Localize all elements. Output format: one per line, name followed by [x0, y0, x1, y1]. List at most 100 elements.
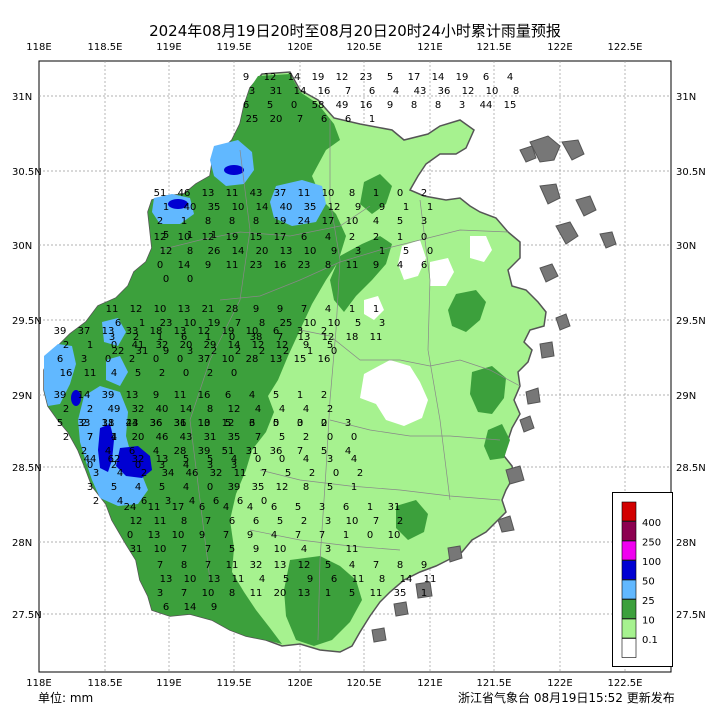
- station-value: 18: [102, 418, 115, 429]
- station-value: 11: [84, 368, 97, 379]
- station-value: 19: [222, 326, 235, 337]
- station-value: 20: [274, 588, 287, 599]
- lat-tick-label: 28N: [12, 538, 32, 549]
- station-value: 4: [255, 404, 261, 415]
- lon-tick-label: 120E: [287, 678, 312, 689]
- station-value: 1: [211, 230, 217, 241]
- station-value: 1: [421, 588, 427, 599]
- station-value: 51: [222, 446, 235, 457]
- station-value: 4: [231, 454, 237, 465]
- station-value: 26: [208, 246, 221, 257]
- station-value: 39: [54, 390, 67, 401]
- station-value: 5: [279, 432, 285, 443]
- station-value: 14: [78, 390, 91, 401]
- station-value: 0: [327, 432, 333, 443]
- station-value: 0: [427, 246, 433, 257]
- legend-label: 0.1: [642, 635, 658, 646]
- station-value: 8: [325, 260, 331, 271]
- station-value: 17: [322, 216, 335, 227]
- station-value: 7: [301, 304, 307, 315]
- station-value: 9: [307, 574, 313, 585]
- station-value: 7: [157, 560, 163, 571]
- station-value: 6: [421, 260, 427, 271]
- station-value: 10: [328, 318, 341, 329]
- station-value: 2: [235, 346, 241, 357]
- station-value: 1: [163, 202, 169, 213]
- station-value: 10: [222, 354, 235, 365]
- station-value: 37: [198, 354, 211, 365]
- station-value: 4: [325, 232, 331, 243]
- station-value: 36: [270, 446, 283, 457]
- station-value: 5: [403, 246, 409, 257]
- station-value: 5: [111, 482, 117, 493]
- station-value: 14: [184, 602, 197, 613]
- station-value: 1: [379, 246, 385, 257]
- lon-tick-label: 120.5E: [347, 678, 382, 689]
- station-value: 32: [156, 340, 169, 351]
- station-value: 9: [277, 304, 283, 315]
- station-value: 31: [204, 432, 217, 443]
- station-value: 3: [355, 246, 361, 257]
- station-value: 12: [154, 232, 167, 243]
- station-value: 4: [183, 460, 189, 471]
- station-value: 19: [456, 72, 469, 83]
- station-value: 4: [349, 560, 355, 571]
- station-value: 7: [87, 432, 93, 443]
- legend-swatch: [621, 638, 637, 658]
- lat-tick-label: 27.5N: [676, 610, 706, 621]
- station-value: 11: [298, 188, 311, 199]
- station-value: 24: [298, 216, 311, 227]
- station-value: 0: [421, 232, 427, 243]
- lon-tick-label: 121E: [417, 678, 442, 689]
- station-value: 10: [346, 516, 359, 527]
- station-value: 4: [303, 404, 309, 415]
- station-value: 14: [228, 340, 241, 351]
- station-value: 0: [153, 354, 159, 365]
- station-value: 5: [225, 418, 231, 429]
- station-value: 16: [274, 260, 287, 271]
- station-value: 11: [424, 574, 437, 585]
- station-value: 0: [157, 260, 163, 271]
- station-value: 5: [355, 318, 361, 329]
- station-value: 7: [319, 530, 325, 541]
- station-value: 4: [153, 446, 159, 457]
- station-value: 2: [283, 346, 289, 357]
- station-value: 5: [207, 454, 213, 465]
- station-value: 24: [124, 502, 137, 513]
- station-value: 16: [60, 368, 73, 379]
- station-value: 4: [111, 368, 117, 379]
- station-value: 2: [157, 216, 163, 227]
- legend-swatch: [621, 560, 637, 580]
- station-value: 13: [102, 326, 115, 337]
- station-value: 12: [130, 304, 143, 315]
- station-value: 0: [111, 340, 117, 351]
- station-value: 10: [246, 326, 259, 337]
- lat-tick-label: 31N: [12, 92, 32, 103]
- station-value: 6: [163, 602, 169, 613]
- station-value: 1: [367, 502, 373, 513]
- station-value: 37: [274, 188, 287, 199]
- station-value: 2: [159, 368, 165, 379]
- station-value: 14: [256, 202, 269, 213]
- station-value: 11: [226, 560, 239, 571]
- station-value: 2: [63, 404, 69, 415]
- map-title: 2024年08月19日20时至08月20日20时24小时累计雨量预报: [149, 22, 561, 40]
- station-value: 51: [154, 188, 167, 199]
- station-value: 0: [255, 454, 261, 465]
- station-value: 12: [160, 246, 173, 257]
- station-value: 2: [327, 404, 333, 415]
- station-value: 0: [187, 274, 193, 285]
- station-value: 7: [205, 544, 211, 555]
- station-value: 40: [184, 202, 197, 213]
- station-value: 40: [280, 202, 293, 213]
- station-value: 11: [154, 516, 167, 527]
- station-value: 3: [231, 460, 237, 471]
- station-value: 11: [232, 574, 245, 585]
- station-value: 5: [267, 100, 273, 111]
- lon-tick-label: 120E: [287, 42, 312, 53]
- station-value: 19: [226, 232, 239, 243]
- station-value: 16: [360, 100, 373, 111]
- station-value: 2: [373, 232, 379, 243]
- legend-swatch: [621, 501, 637, 522]
